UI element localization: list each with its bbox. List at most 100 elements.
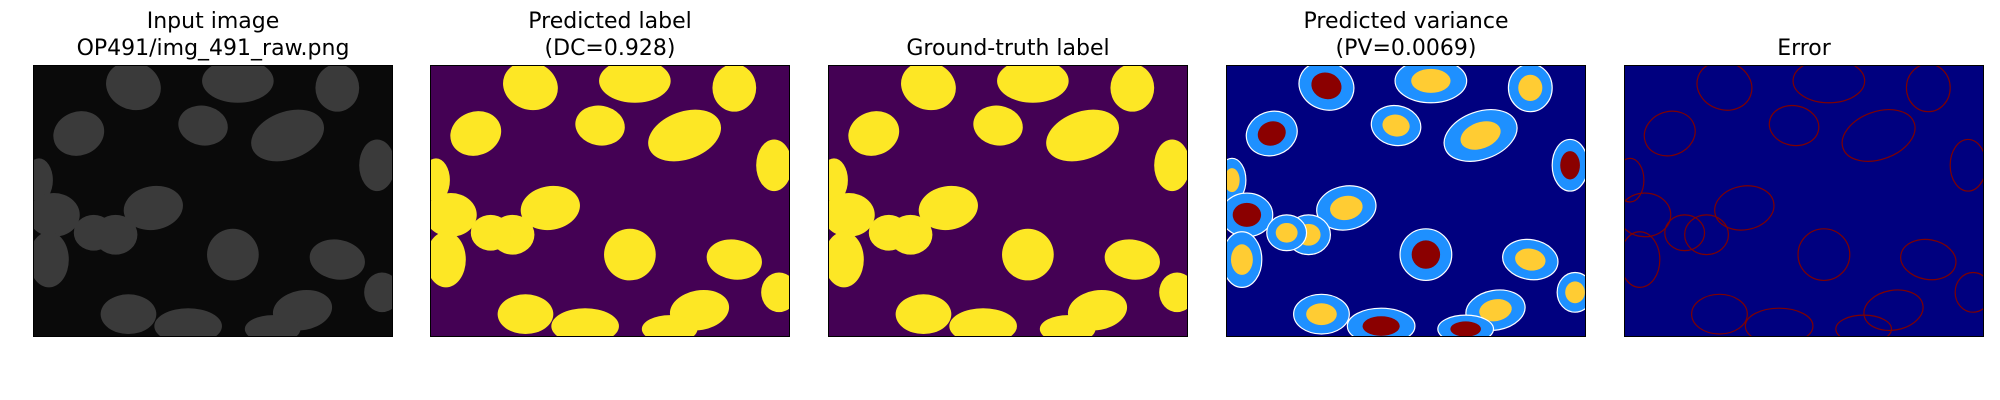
nucleus-mask: [450, 111, 502, 156]
panel-predicted-label: Predicted label (DC=0.928): [430, 0, 790, 400]
nucleus: [202, 66, 274, 103]
variance-core: [1518, 74, 1543, 101]
nucleus: [309, 239, 365, 280]
error-contour: [1625, 192, 1672, 238]
variance-core: [1275, 222, 1298, 243]
panel-error: Error: [1624, 0, 1984, 400]
nucleus-mask: [575, 105, 625, 146]
nucleus: [244, 315, 301, 336]
error-contour: [1625, 231, 1661, 288]
panel-title-line2: OP491/img_491_raw.png: [76, 36, 350, 61]
nucleus: [73, 214, 114, 251]
panel-title-line2: (PV=0.0069): [1335, 36, 1477, 61]
nucleus: [251, 109, 325, 162]
nucleus: [34, 231, 69, 288]
error-contour: [1905, 66, 1951, 113]
error-contour: [1954, 271, 1983, 313]
nucleus-mask: [949, 308, 1017, 336]
nucleus: [315, 66, 360, 112]
nucleus-mask: [1154, 139, 1187, 192]
variance-core: [1230, 244, 1253, 275]
nucleus: [106, 66, 161, 111]
nucleus: [154, 308, 222, 336]
error-contour: [1684, 214, 1730, 256]
variance-core: [1479, 299, 1512, 322]
panel-title-line1: Predicted variance: [1303, 9, 1509, 34]
nucleus-mask: [761, 272, 789, 313]
error-background: [1625, 66, 1983, 336]
variance-core: [1330, 195, 1363, 221]
variance-core: [1382, 114, 1410, 137]
nucleus-mask: [503, 66, 558, 111]
nucleus-mask: [648, 109, 722, 162]
variance-core: [1232, 202, 1262, 227]
nucleus-mask: [706, 239, 762, 280]
nucleus-mask: [431, 231, 466, 288]
variance-core: [1311, 72, 1342, 100]
nucleus-mask: [599, 66, 671, 103]
variance-core: [1411, 240, 1441, 269]
nucleus-mask: [756, 139, 789, 192]
variance-core: [1460, 121, 1501, 150]
panel-title-line1: Predicted label: [528, 9, 692, 34]
panel-title-line2: Error: [1777, 36, 1831, 61]
panel-ground-truth-label: Ground-truth label: [828, 0, 1188, 400]
panel-input-image: Input image OP491/img_491_raw.png: [33, 0, 393, 400]
nucleus: [364, 272, 392, 313]
nucleus-mask: [470, 214, 511, 251]
nucleus-mask: [895, 294, 952, 335]
panel-title-line2: (DC=0.928): [544, 36, 676, 61]
nucleus: [34, 193, 80, 237]
nucleus-mask: [604, 228, 656, 281]
nucleus-mask: [520, 185, 580, 231]
variance-core: [1227, 168, 1240, 193]
nucleus-mask: [497, 294, 554, 335]
predicted-variance-image: [1226, 65, 1586, 337]
variance-core: [1450, 321, 1481, 336]
error-contour: [1900, 238, 1957, 281]
error-contour: [1714, 185, 1775, 231]
nucleus: [178, 105, 228, 146]
input-image: [33, 65, 393, 337]
nucleus-mask: [551, 308, 619, 336]
variance-core: [1515, 248, 1546, 271]
nucleus-mask: [973, 105, 1023, 146]
nucleus-mask: [1002, 228, 1054, 281]
error-image: [1624, 65, 1984, 337]
nucleus-mask: [829, 231, 864, 288]
ground-truth-label-image: [828, 65, 1188, 337]
error-contour: [1643, 110, 1696, 157]
nucleus-mask: [901, 66, 956, 111]
nucleus-mask: [918, 185, 978, 231]
error-contour: [1744, 307, 1814, 336]
nucleus-mask: [1039, 315, 1096, 336]
nucleus-mask: [1104, 239, 1160, 280]
nucleus: [359, 139, 392, 192]
variance-core: [1257, 121, 1286, 146]
nucleus: [207, 228, 259, 281]
nucleus-mask: [1110, 66, 1155, 112]
panel-predicted-variance: Predicted variance (PV=0.0069): [1226, 0, 1586, 400]
nucleus-mask: [868, 214, 909, 251]
nucleus-mask: [829, 158, 848, 202]
error-contour: [1691, 293, 1748, 335]
nucleus-mask: [641, 315, 698, 336]
error-contour: [1797, 228, 1851, 282]
variance-core: [1411, 68, 1451, 93]
nucleus-mask: [1046, 109, 1120, 162]
nucleus-mask: [431, 158, 450, 202]
error-contour: [1949, 138, 1983, 192]
nucleus: [34, 158, 53, 202]
panel-title-line1: Input image: [146, 9, 280, 34]
nucleus: [53, 111, 105, 156]
error-contour: [1696, 66, 1753, 111]
error-contour: [1664, 214, 1706, 252]
nucleus-mask: [848, 111, 900, 156]
error-contour: [1841, 109, 1916, 162]
error-contour: [1792, 66, 1866, 104]
nucleus-mask: [997, 66, 1069, 103]
variance-core: [1306, 303, 1337, 326]
error-contour: [1768, 104, 1820, 147]
predicted-label-image: [430, 65, 790, 337]
nucleus-mask: [712, 66, 757, 112]
